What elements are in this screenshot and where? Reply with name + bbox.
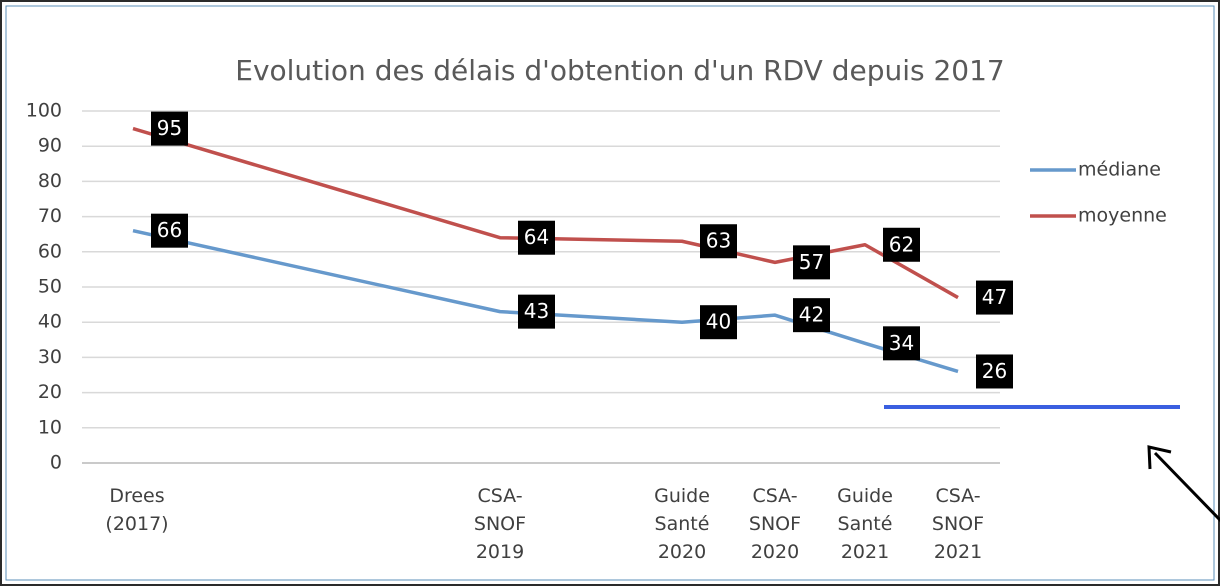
legend-label: médiane [1078,159,1161,181]
data-label-box [793,245,830,280]
data-label-box [700,224,737,259]
data-label-text: 64 [524,225,549,249]
y-tick-label: 100 [26,100,62,122]
data-label-text: 40 [706,310,731,334]
data-label-box [976,354,1013,389]
data-label: 43 [518,294,555,329]
y-tick-label: 80 [38,170,62,192]
data-label-text: 66 [157,218,182,242]
data-label: 57 [793,245,830,280]
data-label-text: 42 [799,303,824,327]
inner-frame [5,5,1215,581]
y-tick-label: 90 [38,135,62,157]
data-label-text: 57 [799,250,824,274]
data-label-text: 26 [982,359,1007,383]
data-label-text: 34 [889,331,914,355]
annotation-arrow [1153,451,1220,523]
data-label-text: 95 [157,116,182,140]
data-label-box [518,220,555,255]
data-label-box [518,294,555,329]
data-label-text: 43 [524,299,549,323]
data-label-box [151,213,188,248]
data-label-box [151,111,188,146]
data-label-box [976,280,1013,315]
y-tick-label: 0 [50,452,62,474]
x-tick-label: Drees (2017) [105,485,169,535]
y-tick-label: 40 [38,311,62,333]
data-label: 26 [976,354,1013,389]
data-label: 66 [151,213,188,248]
y-tick-label: 20 [38,381,62,403]
legend-label: moyenne [1078,205,1167,227]
x-tick-label: CSA- SNOF 2021 [931,485,985,563]
data-label: 62 [883,227,920,262]
data-label-text: 62 [889,232,914,256]
arrow-head [1147,445,1172,470]
x-tick-label: Guide Santé 2020 [654,485,710,563]
data-label: 47 [976,280,1013,315]
y-tick-label: 70 [38,205,62,227]
data-label-box [883,326,920,361]
data-label: 95 [151,111,188,146]
y-tick-label: 30 [38,346,62,368]
x-tick-label: CSA- SNOF 2020 [748,485,802,563]
data-label-box [700,305,737,340]
data-label: 63 [700,224,737,259]
y-tick-label: 50 [38,276,62,298]
data-label: 40 [700,305,737,340]
data-label-box [883,227,920,262]
chart-title: Evolution des délais d'obtention d'un RD… [235,54,1005,87]
data-label: 64 [518,220,555,255]
y-tick-label: 60 [38,240,62,262]
data-label: 34 [883,326,920,361]
x-tick-label: CSA- SNOF 2019 [473,485,527,563]
x-tick-label: Guide Santé 2021 [837,485,893,563]
data-label-text: 47 [982,285,1007,309]
data-label-box [793,298,830,333]
y-tick-label: 10 [38,416,62,438]
data-label-text: 63 [706,229,731,253]
data-label: 42 [793,298,830,333]
